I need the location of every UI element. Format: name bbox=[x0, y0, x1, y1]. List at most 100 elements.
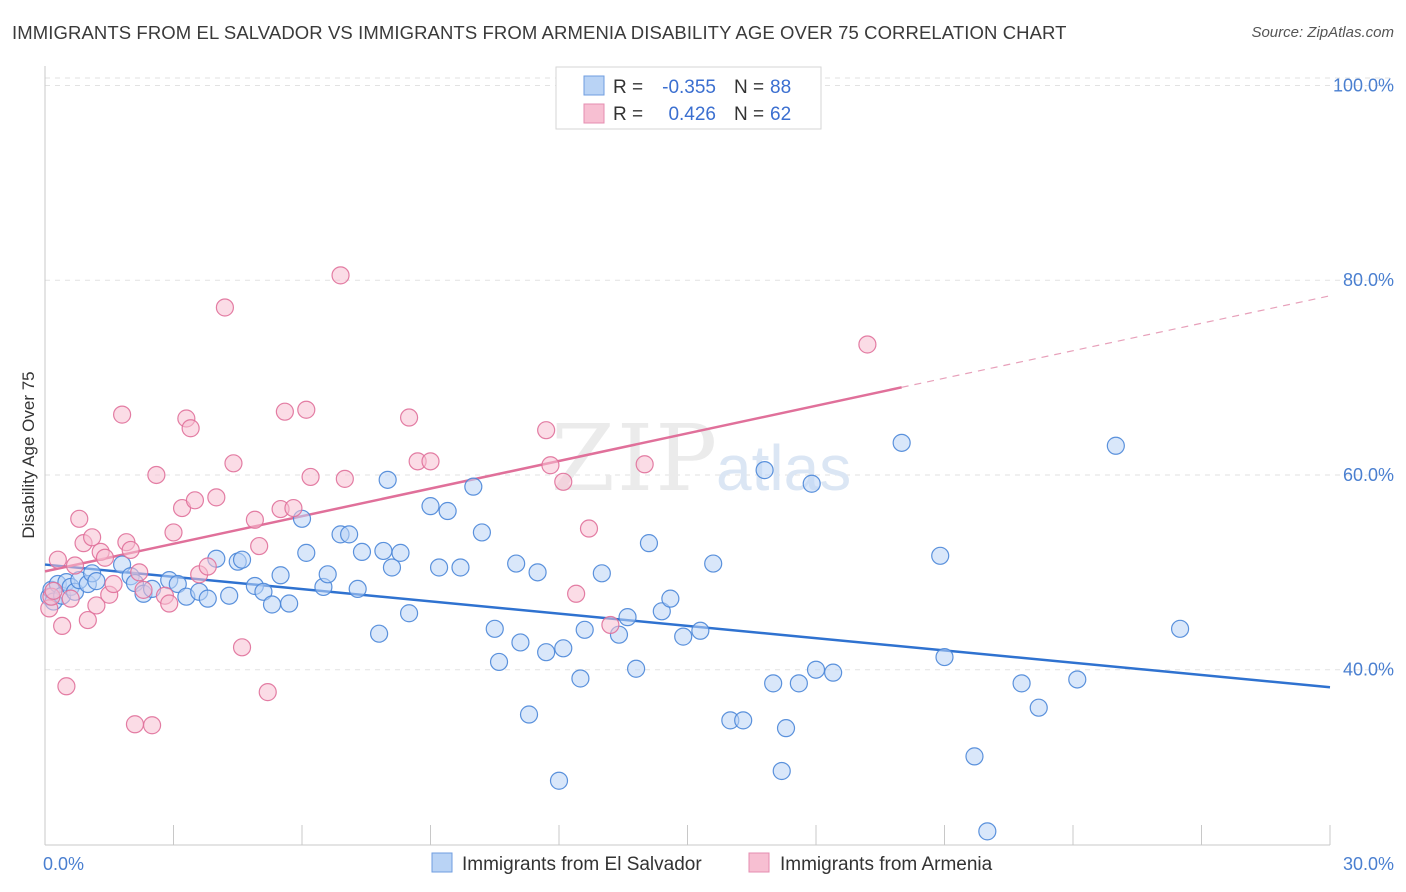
data-point-el-salvador bbox=[661, 589, 680, 608]
data-point-armenia bbox=[65, 556, 85, 575]
data-point-el-salvador bbox=[734, 711, 753, 730]
data-point-armenia bbox=[130, 563, 149, 582]
bottom-legend: Immigrants from El Salvador Immigrants f… bbox=[431, 852, 993, 875]
data-point-el-salvador bbox=[485, 619, 504, 638]
data-point-armenia bbox=[554, 472, 573, 491]
legend-n-value: 88 bbox=[770, 77, 791, 98]
data-point-armenia bbox=[57, 677, 76, 696]
data-point-armenia bbox=[224, 454, 243, 473]
data-point-el-salvador bbox=[429, 558, 449, 577]
data-point-armenia bbox=[335, 469, 354, 488]
data-point-el-salvador bbox=[399, 604, 419, 623]
data-point-armenia bbox=[61, 589, 80, 608]
data-point-armenia bbox=[78, 610, 97, 630]
data-point-el-salvador bbox=[232, 550, 252, 569]
data-point-el-salvador bbox=[806, 660, 826, 679]
source-credit: Source: ZipAtlas.com bbox=[1251, 24, 1394, 41]
bottom-legend-label-armenia: Immigrants from Armenia bbox=[780, 854, 993, 875]
data-point-el-salvador bbox=[554, 639, 573, 658]
bottom-legend-swatch-pink bbox=[748, 852, 770, 873]
data-point-el-salvador bbox=[1029, 698, 1048, 717]
watermark: ZIP atlas bbox=[551, 405, 851, 512]
data-point-el-salvador bbox=[1170, 619, 1190, 638]
data-point-el-salvador bbox=[348, 579, 367, 599]
data-point-el-salvador bbox=[451, 558, 470, 577]
data-point-armenia bbox=[399, 408, 419, 427]
y-tick-labels: 100.0% 80.0% 60.0% 40.0% bbox=[1333, 75, 1394, 679]
legend-r-label: R = bbox=[613, 77, 643, 98]
data-point-el-salvador bbox=[931, 546, 950, 565]
data-point-armenia bbox=[541, 456, 560, 475]
data-point-el-salvador bbox=[755, 461, 774, 480]
data-point-el-salvador bbox=[626, 659, 646, 678]
data-point-armenia bbox=[83, 528, 102, 547]
data-point-el-salvador bbox=[776, 719, 796, 738]
data-point-armenia bbox=[207, 488, 226, 507]
data-point-armenia bbox=[258, 683, 277, 702]
data-point-armenia bbox=[48, 550, 67, 569]
data-point-el-salvador bbox=[674, 627, 693, 646]
chart-title: IMMIGRANTS FROM EL SALVADOR VS IMMIGRANT… bbox=[12, 22, 1067, 43]
data-point-armenia bbox=[198, 557, 217, 576]
data-point-el-salvador bbox=[764, 674, 783, 693]
data-point-armenia bbox=[858, 335, 877, 354]
data-point-armenia bbox=[87, 596, 106, 615]
data-point-el-salvador bbox=[378, 470, 397, 489]
data-point-el-salvador bbox=[391, 543, 410, 562]
data-point-armenia bbox=[104, 574, 123, 594]
data-point-armenia bbox=[181, 419, 200, 438]
data-point-el-salvador bbox=[704, 554, 723, 573]
data-point-el-salvador bbox=[528, 563, 547, 582]
data-point-el-salvador bbox=[340, 525, 359, 544]
data-point-el-salvador bbox=[575, 620, 594, 639]
data-point-el-salvador bbox=[507, 554, 526, 573]
data-point-armenia bbox=[112, 405, 132, 424]
data-point-armenia bbox=[121, 540, 140, 560]
data-point-armenia bbox=[147, 465, 166, 485]
data-point-el-salvador bbox=[168, 574, 187, 594]
data-point-el-salvador bbox=[421, 497, 440, 516]
data-point-el-salvador bbox=[87, 572, 106, 591]
data-point-el-salvador bbox=[382, 558, 402, 577]
data-point-armenia bbox=[70, 509, 89, 528]
data-point-el-salvador bbox=[297, 543, 316, 562]
data-point-el-salvador bbox=[374, 541, 393, 561]
data-point-armenia bbox=[579, 519, 599, 538]
data-point-armenia bbox=[232, 638, 252, 657]
bottom-legend-label-el-salvador: Immigrants from El Salvador bbox=[462, 854, 702, 875]
data-point-el-salvador bbox=[254, 582, 273, 601]
data-point-el-salvador bbox=[472, 523, 491, 542]
data-point-armenia bbox=[215, 298, 234, 317]
data-point-el-salvador bbox=[789, 674, 808, 693]
legend-n-label: N = bbox=[734, 104, 764, 125]
y-tick-label: 100.0% bbox=[1333, 75, 1394, 95]
data-point-el-salvador bbox=[965, 747, 984, 766]
data-point-el-salvador bbox=[935, 647, 954, 667]
y-tick-label: 60.0% bbox=[1343, 465, 1394, 485]
data-point-el-salvador bbox=[370, 624, 389, 643]
trend-line-el-salvador bbox=[44, 563, 1331, 689]
data-point-armenia bbox=[250, 536, 269, 556]
data-point-armenia bbox=[284, 498, 303, 518]
data-point-armenia bbox=[537, 421, 556, 440]
data-point-armenia bbox=[275, 402, 294, 421]
data-point-el-salvador bbox=[772, 761, 791, 781]
data-point-armenia bbox=[245, 510, 264, 529]
data-point-el-salvador bbox=[1106, 436, 1125, 455]
data-point-el-salvador bbox=[802, 474, 821, 493]
data-point-armenia bbox=[134, 580, 153, 599]
data-point-el-salvador bbox=[592, 564, 611, 583]
axes bbox=[44, 66, 1331, 846]
data-point-el-salvador bbox=[549, 771, 569, 790]
series-armenia-points bbox=[40, 266, 877, 735]
data-point-el-salvador bbox=[571, 669, 590, 688]
legend-r-value: 0.426 bbox=[668, 104, 716, 125]
data-point-armenia bbox=[185, 491, 205, 510]
data-point-armenia bbox=[125, 715, 145, 734]
data-point-armenia bbox=[601, 615, 620, 635]
data-point-armenia bbox=[95, 548, 115, 567]
legend-swatch-blue bbox=[583, 75, 605, 96]
data-point-armenia bbox=[142, 716, 162, 735]
y-tick-label: 80.0% bbox=[1343, 270, 1394, 290]
